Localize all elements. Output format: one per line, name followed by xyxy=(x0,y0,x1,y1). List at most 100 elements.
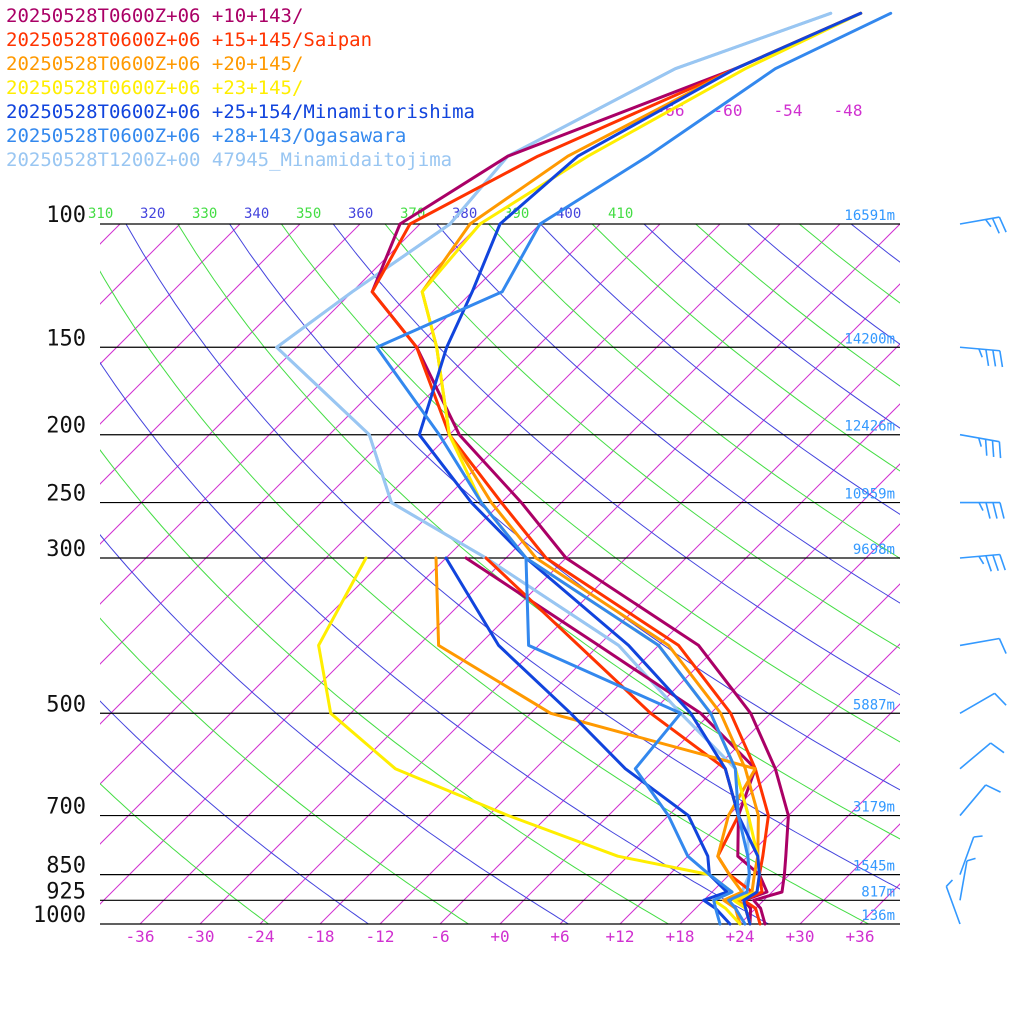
isotherm-line xyxy=(100,224,421,545)
temperature-tick-label: +18 xyxy=(666,927,695,946)
theta-label: 310 xyxy=(88,206,113,222)
wind-barb-flag xyxy=(992,502,998,519)
isotherm-line xyxy=(319,343,900,924)
dry-adiabat-line xyxy=(229,224,900,791)
isotherm-line xyxy=(499,523,900,924)
temperature-profile-line xyxy=(375,11,893,926)
wind-barb-staff xyxy=(959,692,996,714)
wind-barb xyxy=(959,742,1005,770)
height-label: 14200m xyxy=(844,331,895,347)
wind-barb-staff xyxy=(959,860,968,901)
theta-label: 390 xyxy=(504,206,529,222)
theta-label: 370 xyxy=(400,206,425,222)
isotherm-line xyxy=(100,224,661,785)
isotherm-line xyxy=(619,643,900,924)
height-label: 3179m xyxy=(853,800,895,816)
height-label: 16591m xyxy=(844,208,895,224)
isotherm-line xyxy=(100,224,361,485)
height-label: 136m xyxy=(861,908,895,924)
temperature-tick-label: -36 xyxy=(126,927,155,946)
dry-adiabat-line xyxy=(591,224,900,472)
legend-entry: 20250528T0600Z+06 +23+145/ xyxy=(6,77,303,99)
wind-barb-staff xyxy=(959,784,987,817)
temperature-profile-line xyxy=(420,11,863,926)
pressure-label: 100 xyxy=(46,203,86,228)
theta-label: 350 xyxy=(296,206,321,222)
dry-adiabat-line xyxy=(436,224,900,604)
wind-barb-flag xyxy=(999,502,1005,519)
wind-barb xyxy=(959,857,976,901)
dewpoint-profile-line xyxy=(434,556,757,926)
wind-barb-flag xyxy=(999,554,1006,571)
dewpoint-profile-line xyxy=(317,556,742,926)
wind-barb-flag xyxy=(985,784,1001,793)
wind-barb-staff xyxy=(945,886,961,925)
pressure-label: 700 xyxy=(46,795,86,820)
theta-label: 320 xyxy=(140,206,165,222)
wind-barb-staff xyxy=(959,742,992,770)
height-label: 10959m xyxy=(844,487,895,503)
wind-barb-staff xyxy=(959,637,1000,647)
wind-barb xyxy=(959,553,1006,572)
theta-label: 380 xyxy=(452,206,477,222)
temperature-tick-label: +30 xyxy=(786,927,815,946)
legend-entry: 20250528T0600Z+06 +28+143/Ogasawara xyxy=(6,125,406,147)
dry-adiabat-line xyxy=(100,270,870,924)
wind-barb-flag xyxy=(999,350,1004,368)
wind-barb-flag xyxy=(966,857,976,862)
isotherm-line xyxy=(739,763,900,924)
isotherm-line xyxy=(100,224,781,905)
theta-label: 410 xyxy=(608,206,633,222)
pressure-label: 300 xyxy=(46,537,86,562)
sounding-profiles xyxy=(275,11,893,926)
height-label: 817m xyxy=(861,884,895,900)
isotherm-line xyxy=(100,224,481,605)
dry-adiabat-line xyxy=(100,617,470,924)
wind-barb xyxy=(959,346,1004,368)
wind-barb-flag xyxy=(990,742,1005,754)
wind-barb-flag xyxy=(978,348,983,358)
upper-isotherm-label: -48 xyxy=(834,101,863,120)
wind-barb-flag xyxy=(998,441,1002,459)
legend-entry: 20250528T0600Z+06 +25+154/Minamitorishim… xyxy=(6,101,475,123)
wind-barb-flag xyxy=(985,349,990,366)
dewpoint-profile-line xyxy=(444,556,732,926)
legend-entry: 20250528T0600Z+06 +10+143/ xyxy=(6,5,303,27)
wind-barb-flag xyxy=(985,502,991,519)
temperature-profile-line xyxy=(370,11,863,926)
temperature-tick-label: -30 xyxy=(186,927,215,946)
wind-barb-flag xyxy=(985,555,993,572)
dewpoint-profile-line xyxy=(524,556,734,926)
wind-barb xyxy=(959,216,1007,234)
dry-adiabat-line xyxy=(100,783,270,924)
temperature-tick-label: -24 xyxy=(246,927,275,946)
isotherm-line xyxy=(559,583,900,924)
legend-entry: 20250528T0600Z+06 +15+145/Saipan xyxy=(6,29,372,51)
wind-barbs xyxy=(945,216,1007,925)
pressure-label: 850 xyxy=(46,854,86,879)
background-grid xyxy=(100,224,900,924)
pressure-label: 1000 xyxy=(33,903,86,928)
wind-barb-flag xyxy=(984,439,988,456)
wind-barb xyxy=(959,637,1007,654)
isotherm-line xyxy=(139,224,841,924)
height-label: 1545m xyxy=(853,859,895,875)
temperature-tick-label: -12 xyxy=(366,927,395,946)
pressure-label: 200 xyxy=(46,414,86,439)
wind-barb-flag xyxy=(991,440,995,457)
wind-barb-flag xyxy=(998,216,1007,233)
isotherm-line xyxy=(100,224,601,725)
wind-barb-flag xyxy=(977,437,983,447)
dry-adiabat-line xyxy=(487,224,900,559)
wind-barb-flag xyxy=(991,217,1000,234)
wind-barb-flag xyxy=(973,835,983,838)
temperature-tick-label: +0 xyxy=(490,927,509,946)
legend-entry: 20250528T1200Z+00 47945_Minamidaitojima xyxy=(6,149,452,171)
wind-barb-flag xyxy=(978,502,984,511)
theta-label: 340 xyxy=(244,206,269,222)
wind-barb xyxy=(945,879,961,925)
temperature-tick-label: -18 xyxy=(306,927,335,946)
legend-entry: 20250528T0600Z+06 +20+145/ xyxy=(6,53,303,75)
theta-label: 330 xyxy=(192,206,217,222)
